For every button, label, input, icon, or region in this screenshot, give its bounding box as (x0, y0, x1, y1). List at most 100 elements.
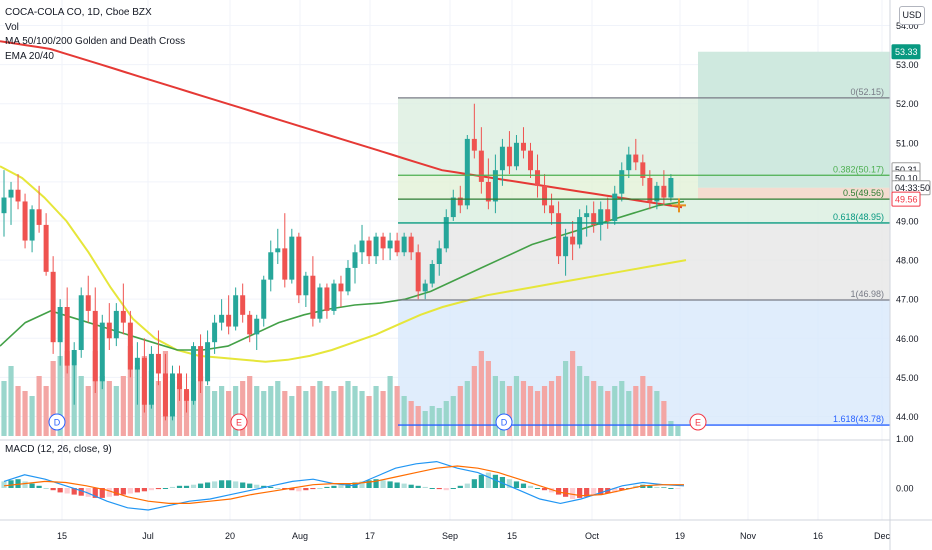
candle-body (464, 138, 470, 206)
price-tick-label: 46.00 (896, 334, 919, 344)
candle-body (310, 275, 316, 319)
volume-bar (633, 386, 639, 436)
candle-body (71, 350, 77, 366)
macd-histogram-bar (43, 488, 49, 489)
volume-bar (577, 366, 583, 436)
candle-body (8, 189, 14, 198)
macd-histogram-bar (275, 488, 281, 489)
candle-body (317, 287, 323, 319)
volume-bar (513, 376, 520, 436)
volume-bar (289, 396, 295, 436)
candle-body (387, 240, 393, 249)
symbol-title[interactable]: COCA-COLA CO, 1D, Cboe BZX (5, 7, 152, 18)
fib-retracement[interactable]: 0(52.15) 0.382(50.17) 0.5(49.56) 0.618(48.9… (398, 87, 890, 426)
macd-histogram-bar (71, 488, 77, 495)
macd-histogram-bar (675, 488, 681, 489)
candle-body (542, 185, 548, 206)
price-label-box (891, 44, 921, 60)
candle-body (85, 295, 91, 311)
ma-indicator-label[interactable]: MA 50/100/200 Golden and Death Cross (5, 36, 186, 47)
candle-body (162, 373, 168, 417)
volume-bar (120, 376, 126, 436)
candle-body (485, 181, 491, 202)
volume-bar (57, 356, 63, 436)
candle-body (513, 142, 519, 167)
candle-body (436, 248, 442, 264)
stop-box (698, 187, 890, 200)
volume-bar (619, 381, 625, 436)
candle-body (254, 318, 260, 335)
volume-bar (226, 391, 232, 436)
macd-histogram-bar (359, 481, 365, 488)
macd-histogram-bar (261, 485, 267, 488)
currency-button[interactable]: USD (899, 6, 925, 25)
macd-histogram-bar (541, 488, 548, 491)
macd-histogram-bar (338, 484, 344, 488)
macd-histogram-bar (197, 483, 204, 488)
candle-body (113, 310, 119, 339)
macd-histogram-bar (443, 488, 449, 491)
price-label-text: 49.56 (895, 194, 918, 204)
macd-indicator-label[interactable]: MACD (12, 26, close, 9) (5, 444, 112, 455)
event-marker-text: E (695, 418, 701, 428)
candle-body (57, 307, 63, 343)
candle-body (668, 178, 674, 198)
macd-histogram-bar (310, 488, 316, 490)
candle-body (134, 357, 140, 370)
candle-body (506, 146, 512, 167)
macd-histogram-bar (577, 488, 583, 498)
macd-histogram-bar (190, 484, 197, 488)
candle-body (240, 295, 246, 315)
candle-body (380, 236, 386, 249)
event-marker-text: E (236, 418, 242, 428)
volume-bar (584, 376, 590, 436)
candle-body (212, 322, 218, 343)
time-tick-label: Nov (740, 531, 757, 541)
macd-histogram-bar (155, 488, 162, 490)
volume-bar (499, 381, 506, 436)
volume-bar (359, 391, 365, 436)
candle-body (366, 240, 372, 257)
candle-body (64, 307, 70, 366)
candle-body (556, 213, 562, 257)
candle-body (184, 389, 190, 401)
macd-histogram-bar (282, 488, 288, 490)
volume-bar (464, 381, 470, 436)
candle-body (205, 342, 211, 382)
volume-bar (43, 386, 49, 436)
volume-bar (534, 391, 541, 436)
macd-histogram-bar (436, 488, 442, 490)
event-marker-dividend (495, 413, 513, 431)
price-tick-label: 51.00 (896, 138, 919, 148)
macd-tick-label: 1.00 (896, 434, 914, 444)
candle-body (233, 295, 239, 327)
vol-indicator-label[interactable]: Vol (5, 21, 19, 33)
candle-body (359, 240, 365, 253)
candle-body (22, 201, 28, 241)
time-tick-label: Oct (585, 531, 600, 541)
volume-bar (394, 386, 400, 436)
volume-bar (422, 411, 428, 436)
event-marker-earnings (689, 413, 707, 431)
fib-level-label: 0(52.15) (850, 87, 884, 97)
macd-histogram-bar (78, 488, 84, 496)
volume-bar (275, 381, 281, 436)
volume-bar (626, 391, 632, 436)
volume-bar (36, 376, 42, 436)
volume-bar (450, 396, 456, 436)
time-tick-label: 20 (225, 531, 235, 541)
ema-indicator-label[interactable]: EMA 20/40 (5, 50, 54, 62)
candle-body (43, 224, 49, 272)
volume-bar (240, 381, 246, 436)
volume-bar (92, 351, 98, 436)
candles (1, 103, 674, 421)
macd-histogram-bar (548, 488, 555, 493)
candle-body (654, 185, 660, 202)
candle-body (633, 154, 639, 163)
volume-bar (106, 381, 112, 436)
macd-histogram-bar (204, 482, 211, 488)
candle-body (155, 353, 161, 374)
volume-bar (8, 366, 14, 436)
